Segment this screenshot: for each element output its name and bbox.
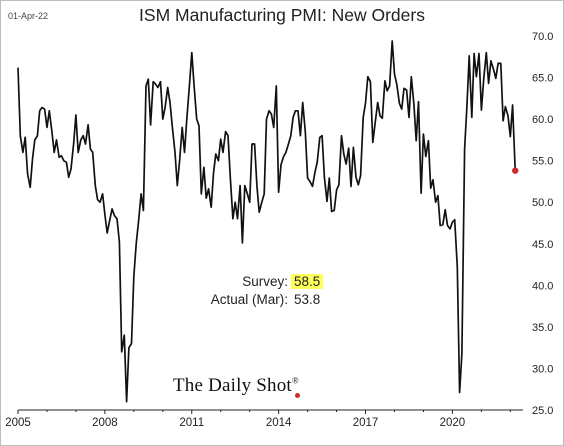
- actual-label: Actual (Mar):: [210, 292, 288, 307]
- date-stamp: 01-Apr-22: [8, 11, 49, 21]
- x-tick-label: 2005: [5, 417, 31, 429]
- chart-title: ISM Manufacturing PMI: New Orders: [139, 5, 425, 25]
- brand-mark: ®: [291, 375, 299, 386]
- y-tick-label: 50.0: [532, 197, 553, 209]
- y-tick-label: 30.0: [532, 363, 553, 375]
- survey-value: 58.5: [291, 274, 324, 289]
- last-point-marker: [512, 167, 519, 174]
- y-tick-label: 65.0: [532, 73, 553, 85]
- brand-logo: The Daily Shot®: [173, 375, 299, 397]
- series-line: [17, 40, 517, 403]
- y-tick-label: 45.0: [532, 239, 553, 251]
- x-tick-label: 2020: [440, 417, 466, 429]
- y-tick-label: 25.0: [532, 405, 553, 417]
- y-tick-label: 60.0: [532, 114, 553, 126]
- actual-value: 53.8: [294, 292, 321, 307]
- survey-annotation: Survey: 58.5: [186, 274, 324, 289]
- x-tick-label: 2008: [92, 417, 118, 429]
- x-tick-label: 2014: [266, 417, 292, 429]
- brand-name: The Daily Shot: [173, 375, 292, 396]
- y-tick-label: 35.0: [532, 322, 553, 334]
- actual-annotation: Actual (Mar): 53.8: [186, 292, 323, 307]
- survey-label: Survey:: [242, 274, 288, 289]
- y-tick-label: 70.0: [532, 31, 553, 43]
- y-tick-label: 40.0: [532, 280, 553, 292]
- x-tick-label: 2011: [179, 417, 204, 429]
- brand-dot: [295, 393, 300, 398]
- y-tick-label: 55.0: [532, 156, 553, 168]
- x-tick-label: 2017: [353, 417, 379, 429]
